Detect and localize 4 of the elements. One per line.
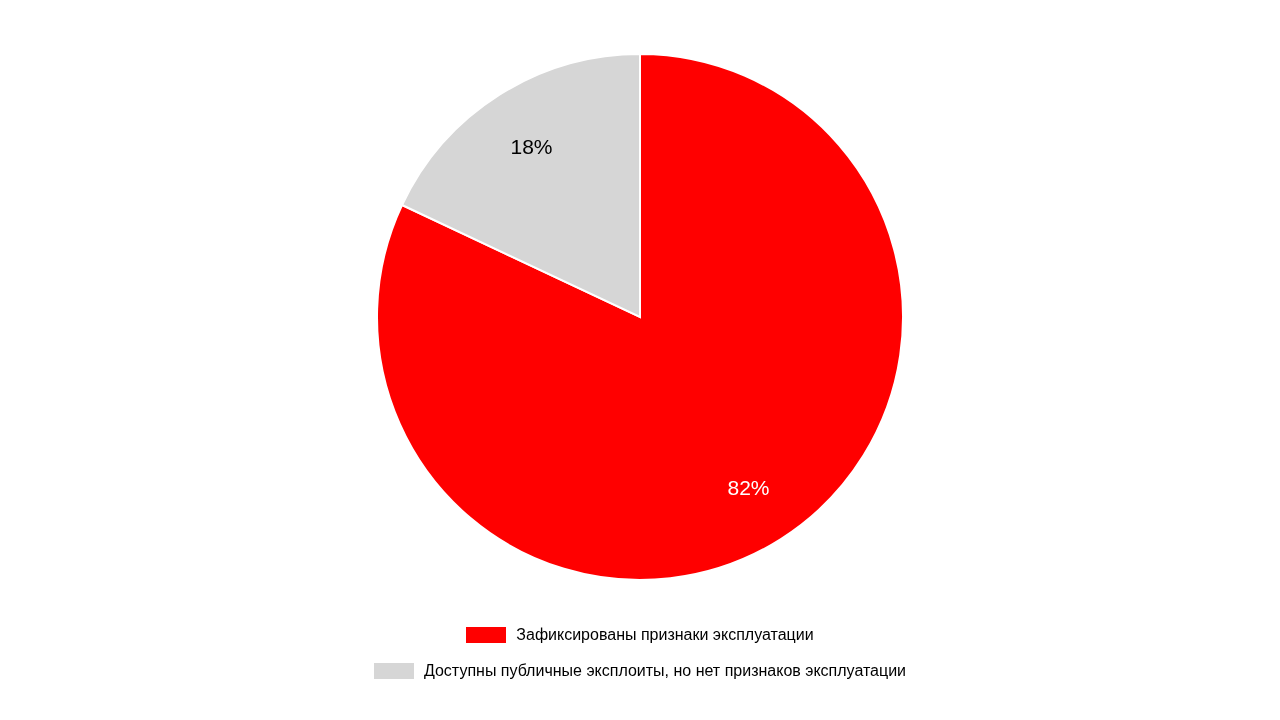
data-label: 82% — [727, 476, 770, 500]
legend-label: Доступны публичные эксплоиты, но нет признаков эксплуатации — [423, 662, 907, 680]
data-label: 18% — [510, 134, 553, 158]
legend-label: Зафиксированы признаки эксплуатации — [516, 626, 814, 644]
